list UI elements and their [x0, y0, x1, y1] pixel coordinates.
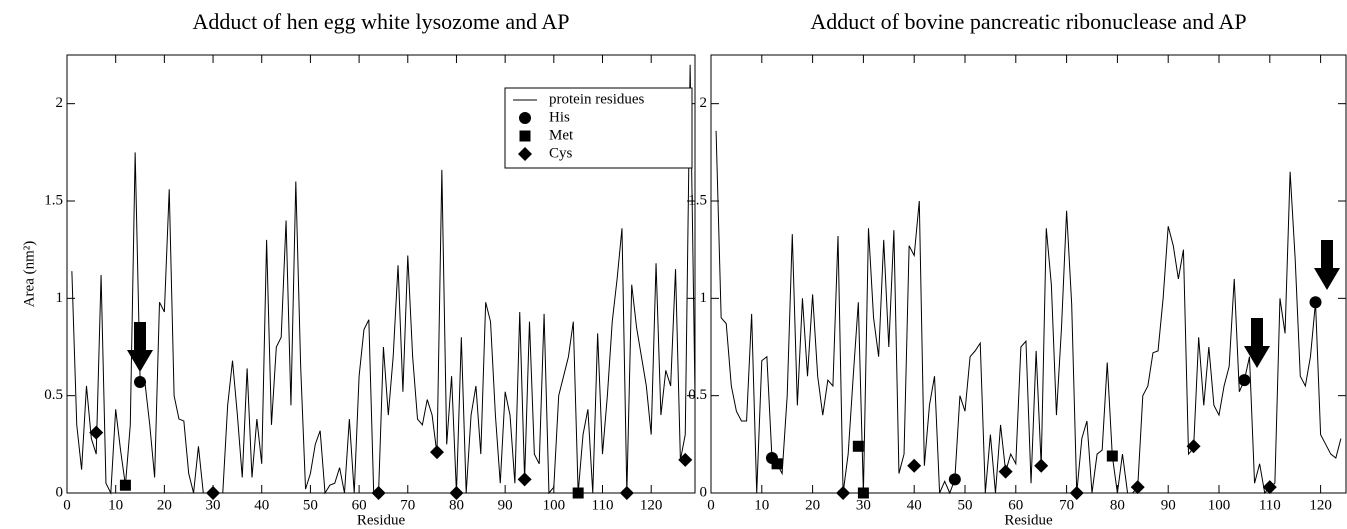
chart-title: Adduct of bovine pancreatic ribonuclease… [810, 9, 1246, 34]
x-tick-label: 40 [254, 497, 269, 513]
cys-marker [678, 452, 693, 467]
met-marker [771, 458, 783, 470]
x-tick-label: 80 [1110, 497, 1125, 513]
cys-marker [1262, 480, 1277, 495]
x-tick-label: 80 [449, 497, 464, 513]
arrow [127, 322, 153, 372]
cys-marker [89, 425, 104, 440]
x-tick-label: 120 [1309, 497, 1332, 513]
cys-marker [517, 472, 532, 487]
x-tick-label: 60 [352, 497, 367, 513]
residue-line [715, 130, 1342, 495]
x-tick-label: 50 [303, 497, 318, 513]
x-tick-label: 120 [640, 497, 663, 513]
residue-line [71, 64, 696, 495]
x-tick-label: 50 [958, 497, 973, 513]
x-tick-label: 70 [400, 497, 415, 513]
cys-marker [1034, 458, 1049, 473]
y-tick-label: 0 [700, 484, 708, 500]
cys-marker [836, 486, 851, 500]
x-tick-label: 90 [1161, 497, 1176, 513]
x-tick-label: 110 [1259, 497, 1281, 513]
cys-marker [1069, 486, 1084, 500]
x-tick-label: 100 [1208, 497, 1231, 513]
y-axis-label: Area (nm²) [21, 241, 37, 308]
his-marker [1309, 296, 1322, 309]
x-tick-label: 0 [63, 497, 71, 513]
x-tick-label: 20 [805, 497, 820, 513]
legend-label: protein residues [549, 91, 645, 107]
met-marker [572, 487, 584, 499]
x-tick-label: 60 [1008, 497, 1023, 513]
y-tick-label: 0.5 [44, 387, 63, 403]
cys-marker [206, 486, 221, 500]
x-tick-label: 100 [543, 497, 566, 513]
y-tick-label: 1.5 [44, 192, 63, 208]
y-tick-label: 0 [56, 484, 64, 500]
y-tick-label: 1.5 [688, 192, 707, 208]
y-tick-label: 1 [56, 290, 64, 306]
y-tick-label: 2 [700, 95, 708, 111]
x-tick-label: 30 [206, 497, 221, 513]
y-tick-label: 2 [56, 95, 64, 111]
cys-marker [998, 464, 1013, 479]
legend-label: Cys [549, 145, 573, 161]
legend-box [504, 87, 693, 169]
x-tick-label: 20 [157, 497, 172, 513]
his-marker [1238, 374, 1251, 387]
x-tick-label: 110 [592, 497, 614, 513]
x-tick-label: 0 [707, 497, 715, 513]
met-marker [119, 479, 131, 491]
his-marker [134, 376, 147, 389]
cys-marker [429, 445, 444, 460]
chart-title: Adduct of hen egg white lysozome and AP [193, 9, 570, 34]
legend-marker [519, 112, 531, 124]
y-tick-label: 1 [700, 290, 708, 306]
x-tick-label: 10 [754, 497, 769, 513]
legend-label: Met [549, 127, 574, 143]
plot-frame [710, 54, 1347, 494]
x-tick-label: 30 [856, 497, 871, 513]
cys-marker [449, 486, 464, 500]
cys-marker [1186, 439, 1201, 454]
met-marker [1106, 450, 1118, 462]
cys-marker [907, 458, 922, 473]
arrow [1314, 240, 1340, 290]
x-axis-label: Residue [357, 512, 406, 528]
x-axis-label: Residue [1004, 512, 1053, 528]
cys-marker [1130, 480, 1145, 495]
x-tick-label: 70 [1059, 497, 1074, 513]
x-tick-label: 40 [907, 497, 922, 513]
legend-marker [518, 147, 532, 161]
his-marker [948, 473, 961, 486]
arrow [1244, 318, 1270, 368]
legend-label: His [549, 109, 570, 125]
y-tick-label: 0.5 [688, 387, 707, 403]
cys-marker [371, 486, 386, 500]
met-marker [857, 487, 869, 499]
met-marker [852, 440, 864, 452]
legend-marker [519, 130, 531, 142]
x-tick-label: 10 [108, 497, 123, 513]
cys-marker [619, 486, 634, 500]
x-tick-label: 90 [498, 497, 513, 513]
